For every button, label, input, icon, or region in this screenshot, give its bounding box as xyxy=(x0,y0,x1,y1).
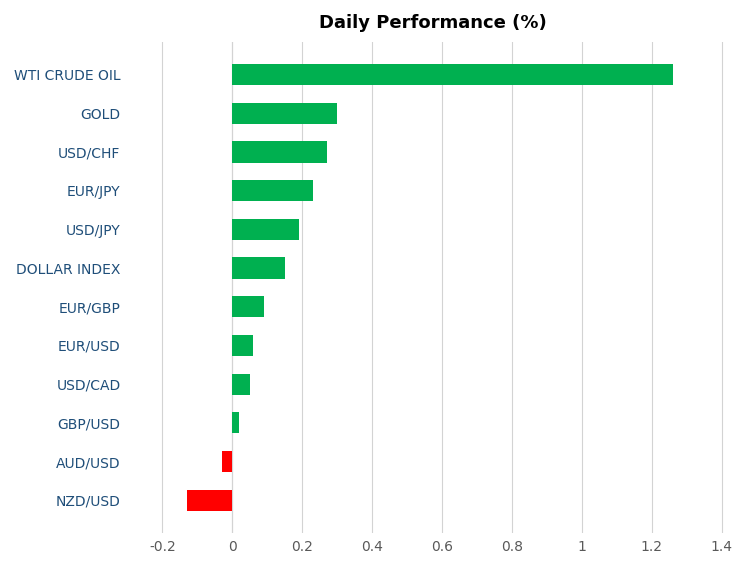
Bar xyxy=(222,451,233,472)
Bar xyxy=(233,296,264,318)
Bar xyxy=(233,64,672,85)
Bar xyxy=(187,490,233,511)
Bar xyxy=(233,103,337,124)
Bar xyxy=(233,335,253,356)
Bar xyxy=(233,412,239,433)
Bar xyxy=(233,257,285,279)
Bar xyxy=(233,374,250,395)
Bar xyxy=(233,180,312,202)
Bar xyxy=(233,141,327,163)
Title: Daily Performance (%): Daily Performance (%) xyxy=(319,14,547,32)
Bar xyxy=(233,219,299,240)
